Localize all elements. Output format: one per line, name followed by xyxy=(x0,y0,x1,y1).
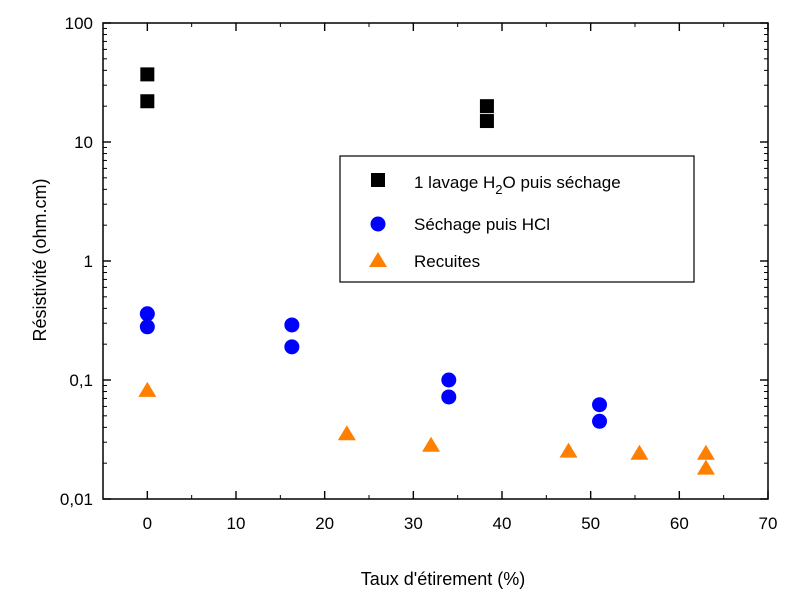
x-tick-label: 60 xyxy=(670,514,689,533)
data-point-series-1 xyxy=(479,99,494,114)
x-tick-label: 40 xyxy=(493,514,512,533)
legend: 1 lavage H2O puis séchage Séchage puis H… xyxy=(339,155,695,283)
y-axis-label: Résistivité (ohm.cm) xyxy=(30,178,50,341)
y-tick-label: 1 xyxy=(84,252,93,271)
legend-entry-series-1: 1 lavage H2O puis séchage xyxy=(414,173,621,197)
data-point-series-2 xyxy=(441,389,457,405)
legend-marker-circle xyxy=(370,216,386,232)
x-tick-label: 50 xyxy=(581,514,600,533)
legend-entry-series-2: Séchage puis HCl xyxy=(414,215,550,234)
data-point-series-1 xyxy=(140,67,155,82)
x-tick-label: 20 xyxy=(315,514,334,533)
data-point-series-3 xyxy=(696,459,715,475)
data-point-series-2 xyxy=(139,306,155,322)
data-point-series-3 xyxy=(630,444,649,460)
y-tick-label: 100 xyxy=(65,14,93,33)
data-point-series-3 xyxy=(337,425,356,441)
data-point-series-2 xyxy=(441,372,457,388)
legend-marker-square xyxy=(371,173,385,187)
data-point-series-3 xyxy=(138,381,157,397)
x-tick-label: 70 xyxy=(759,514,778,533)
data-point-series-1 xyxy=(479,114,494,129)
data-point-series-2 xyxy=(284,317,300,333)
x-tick-label: 10 xyxy=(227,514,246,533)
data-point-series-3 xyxy=(559,442,578,458)
data-point-series-3 xyxy=(696,444,715,460)
legend-marker-triangle xyxy=(369,252,387,267)
y-axis-ticks: 0,01 0,1 1 10 100 xyxy=(60,14,768,509)
data-points xyxy=(138,67,715,475)
y-tick-label: 0,1 xyxy=(69,371,93,390)
x-tick-label: 30 xyxy=(404,514,423,533)
data-point-series-1 xyxy=(140,94,155,109)
y-tick-label: 0,01 xyxy=(60,490,93,509)
x-axis-label: Taux d'étirement (%) xyxy=(361,569,526,589)
data-point-series-2 xyxy=(592,413,608,429)
x-tick-label: 0 xyxy=(143,514,152,533)
legend-entry-series-3: Recuites xyxy=(414,252,480,271)
data-point-series-2 xyxy=(284,339,300,355)
data-point-series-2 xyxy=(139,319,155,335)
data-point-series-3 xyxy=(422,436,441,452)
x-axis-ticks: 0 10 20 30 40 50 60 70 xyxy=(102,23,778,533)
legend-box xyxy=(339,155,695,283)
data-point-series-2 xyxy=(592,397,608,413)
y-tick-label: 10 xyxy=(74,133,93,152)
